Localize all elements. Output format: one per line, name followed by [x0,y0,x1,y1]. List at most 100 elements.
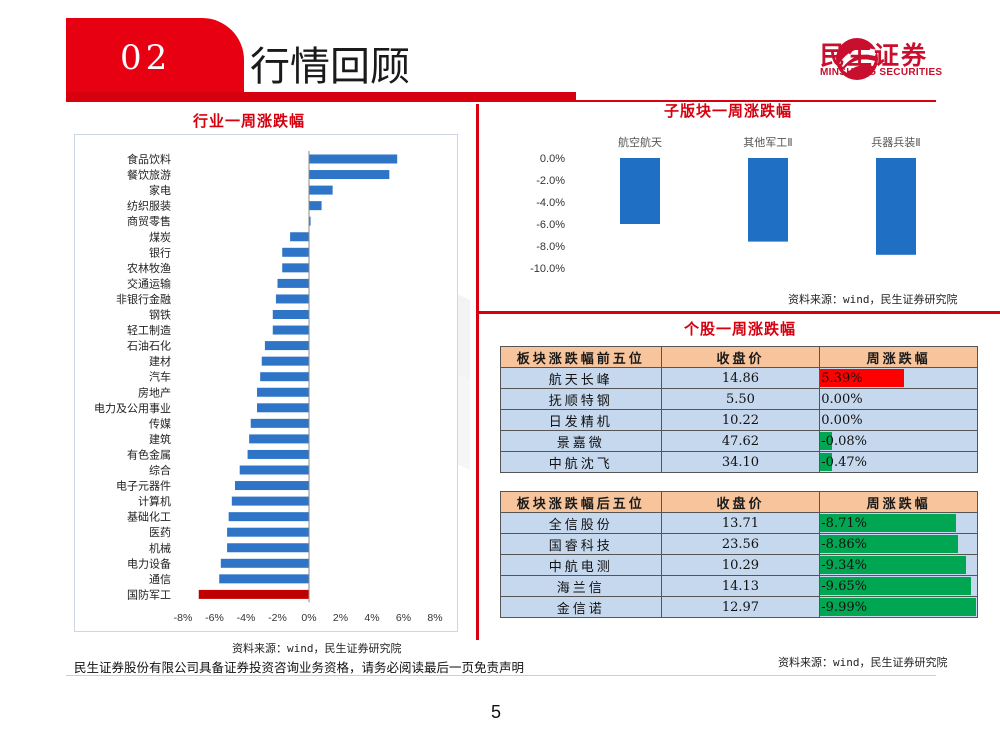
industry-bar [234,481,309,491]
industry-category-label: 食品饮料 [127,152,171,166]
section-number: 02 [120,38,172,78]
industry-category-label: 农林牧渔 [127,261,171,275]
change-data-bar [820,535,959,553]
stocks-title: 个股一周涨跌幅 [684,320,797,338]
stock-weekly-change: -0.47% [819,451,978,473]
change-data-bar [820,432,833,450]
stock-close-price: 13.71 [660,512,821,534]
sub-tick-label: -4.0% [536,197,565,209]
industry-chart-title: 行业一周涨跌幅 [193,112,306,130]
industry-category-label: 传媒 [149,417,171,430]
industry-bar [275,294,309,304]
stock-close-price: 34.10 [660,451,821,473]
stock-weekly-change: -8.71% [819,512,978,534]
table-row: 中航沈飞 34.10 -0.47% [500,451,978,473]
industry-category-label: 商贸零售 [127,214,171,228]
industry-bar [231,496,309,506]
sub-bar [748,158,788,242]
industry-tick-label: 4% [364,612,379,624]
industry-chart-frame [74,134,458,632]
industry-category-label: 电力设备 [127,556,171,570]
stock-close-price: 10.29 [660,554,821,576]
header-change: 周涨跌幅 [819,491,978,513]
industry-category-label: 建筑 [149,432,171,446]
change-value: -0.08% [821,433,867,449]
stock-close-price: 14.86 [660,367,821,389]
table-row: 金信诺 12.97 -9.99% [500,596,978,618]
industry-category-label: 银行 [149,245,171,259]
industry-category-label: 石油石化 [127,339,171,353]
header-close: 收盘价 [660,491,821,513]
industry-bar [227,527,309,537]
change-data-bar [820,514,957,532]
industry-bar [282,247,309,257]
industry-bar [198,589,309,599]
industry-bar [309,170,390,180]
table-row: 日发精机 10.22 0.00% [500,409,978,431]
change-data-bar [820,453,833,471]
footer-divider [66,675,936,676]
industry-chart-source: 资料来源：wind，民生证券研究院 [232,642,402,655]
industry-tick-label: 8% [427,612,442,624]
stock-close-price: 47.62 [660,430,821,452]
sub-bar [876,158,916,255]
stock-name: 景嘉微 [500,430,662,452]
industry-tick-label: -8% [174,612,193,624]
change-data-bar [820,598,977,616]
industry-tick-label: 0% [301,612,316,624]
stock-close-price: 10.22 [660,409,821,431]
industry-bar [257,403,309,413]
industry-bar [257,387,309,397]
page-title: 行情回顾 [250,44,410,90]
table-header-row: 板块涨跌幅后五位 收盘价 周涨跌幅 [500,491,978,513]
industry-category-label: 基础化工 [127,510,171,524]
industry-category-label: 有色金属 [127,447,171,461]
industry-bar [290,232,309,242]
stock-close-price: 12.97 [660,596,821,618]
industry-category-label: 纺织服装 [127,199,171,213]
sub-tick-label: -6.0% [536,219,565,231]
stock-close-price: 14.13 [660,575,821,597]
sub-tick-label: -2.0% [536,175,565,187]
section-tab [66,18,244,100]
sub-sector-bar-chart: 0.0% -2.0% -4.0% -6.0% -8.0% -10.0% 航空航天 其他军工Ⅱ 兵… [530,135,921,275]
change-value: -8.71% [821,515,867,531]
industry-bar [282,263,309,273]
industry-bar [272,325,309,335]
sub-bar [620,158,660,224]
bottom-five-table: 板块涨跌幅后五位 收盘价 周涨跌幅 全信股份 13.71 -8.71% 国睿科技 23.… [500,491,978,618]
change-value: 5.39% [821,370,863,386]
industry-category-label: 电子元器件 [116,480,171,493]
stock-name: 中航电测 [500,554,662,576]
industry-category-label: 餐饮旅游 [127,168,171,182]
stock-weekly-change: -9.34% [819,554,978,576]
change-value: -9.99% [821,599,867,615]
industry-tick-label: -2% [268,612,287,624]
sub-category-label: 航空航天 [618,135,662,149]
sub-chart-source: 资料来源：wind，民生证券研究院 [788,293,958,306]
industry-bar [260,372,309,382]
stock-weekly-change: -8.86% [819,533,978,555]
change-data-bar [820,577,971,595]
change-value: -9.65% [821,578,867,594]
horizontal-divider [478,311,1000,314]
table-row: 国睿科技 23.56 -8.86% [500,533,978,555]
table-row: 海兰信 14.13 -9.65% [500,575,978,597]
stock-name: 航天长峰 [500,367,662,389]
industry-category-label: 家电 [149,183,171,197]
industry-bar [309,201,322,211]
vertical-divider [476,104,479,640]
table-row: 全信股份 13.71 -8.71% [500,512,978,534]
industry-bar [249,434,309,444]
sub-category-label: 其他军工Ⅱ [743,136,792,149]
industry-category-label: 国防军工 [127,587,171,601]
header-sector-bottom: 板块涨跌幅后五位 [500,491,662,513]
industry-bar [272,310,309,319]
footer-disclaimer: 民生证券股份有限公司具备证券投资咨询业务资格，请务必阅读最后一页免责声明 [74,660,525,675]
table-row: 中航电测 10.29 -9.34% [500,554,978,576]
stock-name: 海兰信 [500,575,662,597]
industry-bar [220,558,309,568]
header-close: 收盘价 [660,346,821,368]
page-number: 5 [491,702,502,722]
sub-tick-label: 0.0% [540,153,565,165]
